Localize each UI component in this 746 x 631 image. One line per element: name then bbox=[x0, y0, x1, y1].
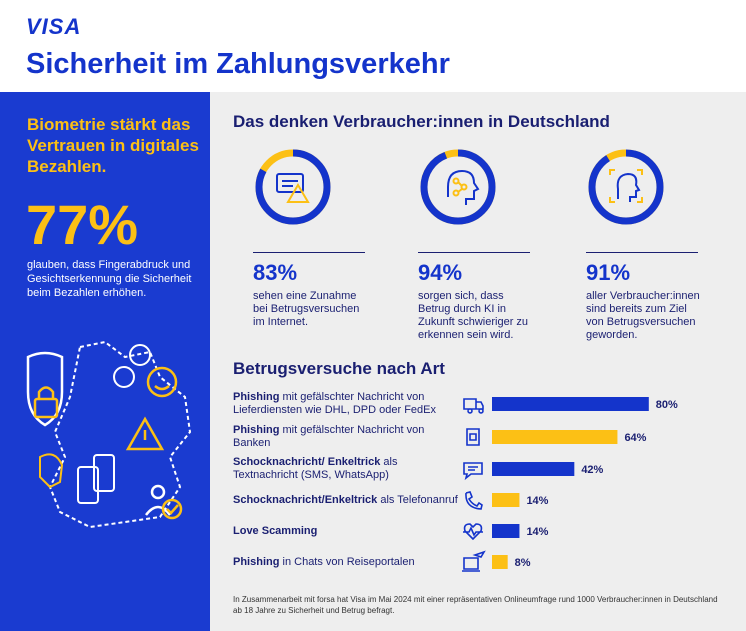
bar-label: Schocknachricht/ Enkeltrick als Textnach… bbox=[233, 456, 458, 482]
bar bbox=[492, 397, 649, 411]
bar-label-bold: Phishing bbox=[233, 556, 280, 568]
right-panel: Das denken Verbraucher:innen in Deutschl… bbox=[210, 92, 746, 631]
chat-bubble-icon bbox=[463, 462, 483, 481]
bar-label-rest: mit gefälschter Nachricht von Lieferdien… bbox=[233, 391, 436, 416]
progress-ring bbox=[255, 149, 331, 225]
footnote: In Zusammenarbeit mit forsa hat Visa im … bbox=[233, 595, 718, 615]
stat-percentage: 83% bbox=[253, 260, 298, 285]
bar bbox=[492, 555, 508, 569]
bar-label-bold: Schocknachricht/Enkeltrick bbox=[233, 494, 378, 506]
circuit-nodes-icon bbox=[452, 177, 468, 197]
heart-pulse-icon bbox=[463, 523, 483, 541]
bar-label: Phishing in Chats von Reiseportalen bbox=[233, 556, 458, 569]
bar-label-rest: als Telefonanruf bbox=[377, 494, 458, 506]
header: VISA Sicherheit im Zahlungsverkehr bbox=[0, 0, 746, 92]
bar-value-label: 14% bbox=[526, 495, 548, 507]
bar bbox=[492, 524, 520, 538]
bar-value-label: 14% bbox=[526, 526, 548, 538]
security-illustration bbox=[26, 340, 192, 529]
bar-label-rest: mit gefälschter Nachricht von Banken bbox=[233, 424, 425, 449]
stat-percentage: 94% bbox=[418, 260, 463, 285]
plane-laptop-icon bbox=[462, 550, 486, 572]
bar-value-label: 80% bbox=[656, 399, 678, 411]
bar bbox=[492, 462, 575, 476]
bar-label-bold: Love Scamming bbox=[233, 525, 318, 537]
bar-label: Love Scamming bbox=[233, 525, 458, 538]
survey-title: Das denken Verbraucher:innen in Deutschl… bbox=[233, 112, 610, 131]
ai-head-small-icon bbox=[39, 453, 64, 489]
visa-logo: VISA bbox=[26, 14, 82, 39]
bar-label-bold: Phishing bbox=[233, 391, 280, 403]
stat-description: aller Verbraucher:innen sind bereits zum… bbox=[586, 290, 700, 341]
left-panel: Biometrie stärkt das Vertrauen in digita… bbox=[0, 92, 210, 631]
bar-label-rest: als Textnachricht (SMS, WhatsApp) bbox=[233, 456, 398, 481]
sad-face-icon bbox=[113, 344, 151, 388]
stat-divider bbox=[253, 252, 365, 253]
screen-warning-icon bbox=[276, 173, 304, 193]
progress-ring bbox=[588, 149, 664, 225]
delivery-truck-icon bbox=[463, 398, 484, 414]
user-check-icon bbox=[145, 484, 171, 516]
bar-label: Phishing mit gefälschter Nachricht von L… bbox=[233, 391, 458, 417]
progress-ring bbox=[420, 149, 496, 225]
phone-call-icon bbox=[465, 491, 483, 510]
warning-triangle-icon bbox=[125, 416, 165, 451]
stat-divider bbox=[586, 252, 698, 253]
padlock-icon bbox=[33, 386, 59, 419]
warning-triangle-icon bbox=[286, 183, 310, 203]
chart-svg: 80% 64% 42% 14% 14% 8% bbox=[462, 397, 678, 572]
page-title: Sicherheit im Zahlungsverkehr bbox=[26, 48, 450, 80]
bar-label-bold: Phishing bbox=[233, 424, 280, 436]
check-circle-icon bbox=[161, 498, 183, 520]
bar-value-label: 42% bbox=[581, 464, 603, 476]
smiley-face-icon bbox=[146, 366, 178, 398]
biometrics-description: glauben, dass Fingerabdruck und Gesichts… bbox=[27, 259, 192, 299]
bar-label-rest: in Chats von Reiseportalen bbox=[279, 556, 415, 568]
bar-value-label: 8% bbox=[515, 557, 531, 569]
bar-label-bold: Schocknachricht/ Enkeltrick bbox=[233, 456, 381, 468]
stat-description: sehen eine Zunahme bei Betrugsversuchen … bbox=[253, 290, 360, 328]
bar bbox=[492, 430, 618, 444]
stat-description: sorgen sich, dass Betrug durch KI in Zuk… bbox=[418, 290, 529, 341]
phones-icon bbox=[77, 454, 115, 504]
biometrics-percentage: 77% bbox=[26, 193, 139, 256]
bar-value-label: 64% bbox=[624, 432, 646, 444]
bank-card-icon bbox=[466, 428, 480, 446]
chart-title: Betrugsversuche nach Art bbox=[233, 359, 445, 378]
bar-label: Schocknachricht/Enkeltrick als Telefonan… bbox=[233, 494, 458, 507]
bar-label: Phishing mit gefälschter Nachricht von B… bbox=[233, 424, 458, 450]
ai-head-icon bbox=[447, 169, 480, 205]
fraud-type-bar-chart: 80% 64% 42% 14% 14% 8% Phishing mit gefälscht… bbox=[210, 382, 746, 582]
stat-divider bbox=[418, 252, 530, 253]
face-profile-icon bbox=[616, 172, 641, 202]
bar bbox=[492, 493, 520, 507]
stat-percentage: 91% bbox=[586, 260, 631, 285]
biometrics-headline: Biometrie stärkt das Vertrauen in digita… bbox=[27, 115, 199, 176]
face-scan-icon bbox=[609, 169, 643, 203]
